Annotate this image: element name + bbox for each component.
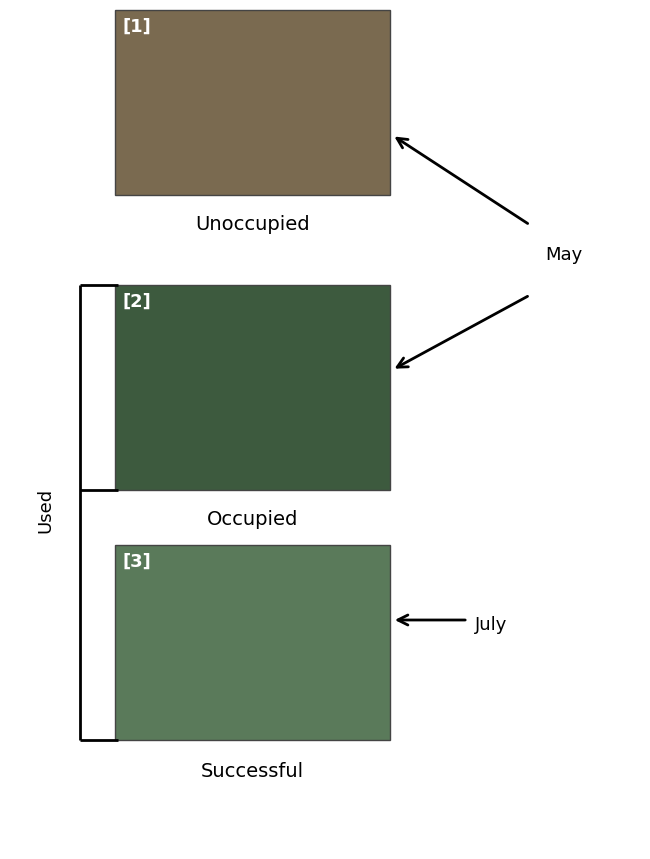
Text: July: July — [475, 616, 508, 634]
Text: Occupied: Occupied — [207, 510, 298, 529]
Text: [1]: [1] — [123, 18, 151, 36]
Text: Used: Used — [36, 487, 54, 533]
Bar — [115, 10, 390, 195]
Text: [2]: [2] — [123, 293, 151, 311]
Text: Successful: Successful — [201, 762, 304, 781]
Bar — [115, 285, 390, 490]
Text: Unoccupied: Unoccupied — [195, 215, 310, 234]
Text: [3]: [3] — [123, 553, 151, 571]
Text: May: May — [545, 246, 582, 264]
Bar — [115, 545, 390, 740]
